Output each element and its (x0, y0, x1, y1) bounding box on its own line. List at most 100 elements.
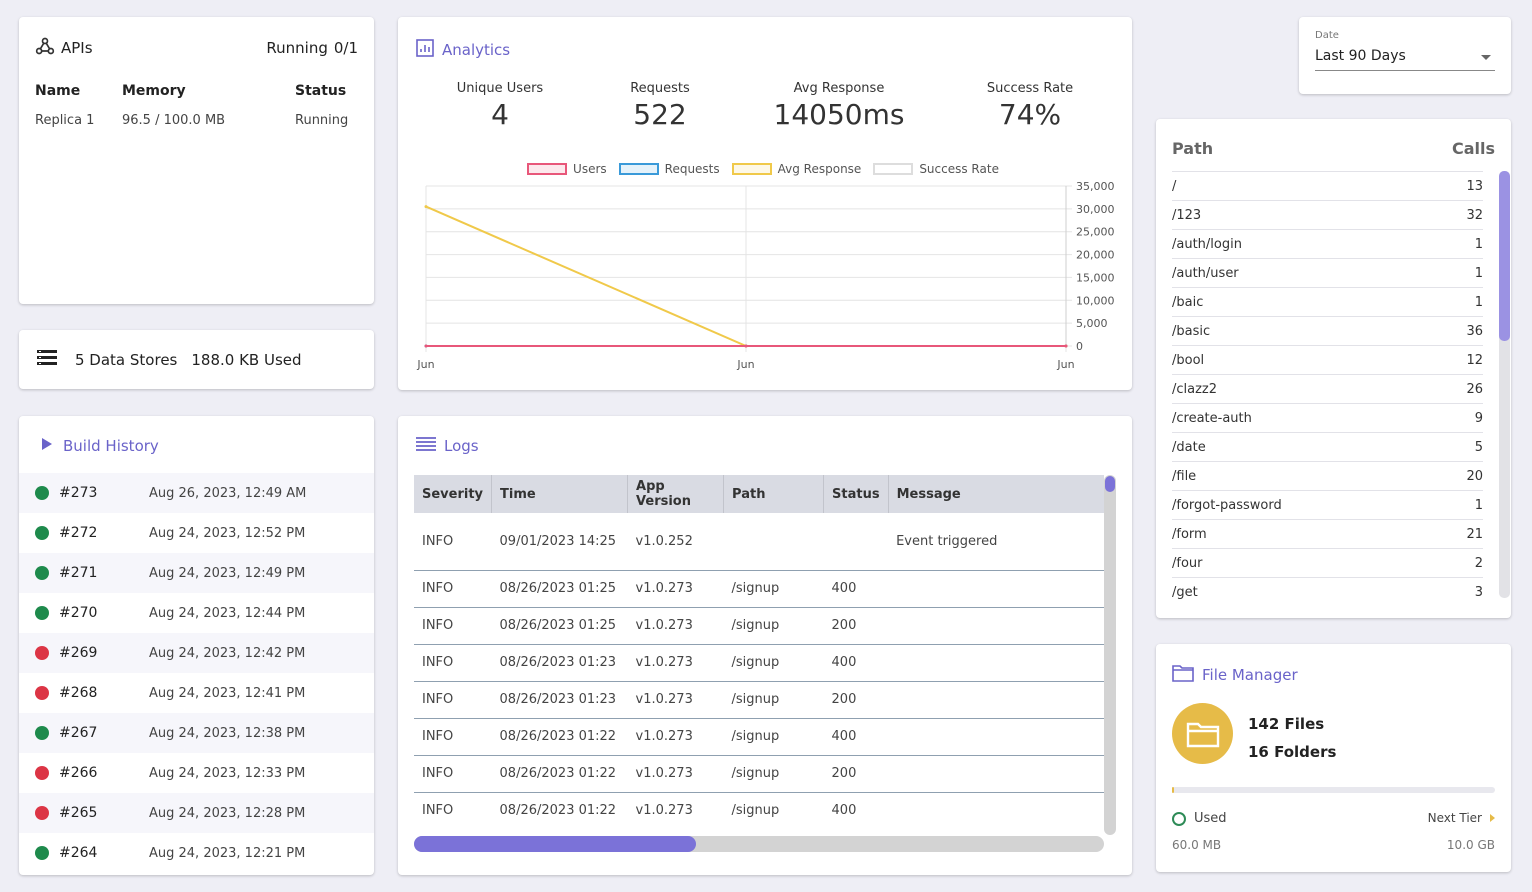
log-row[interactable]: INFO 08/26/2023 01:22 v1.0.273/signup 200 (414, 755, 1104, 793)
build-history-row[interactable]: #268 Aug 24, 2023, 12:41 PM (19, 673, 374, 713)
build-status-dot (35, 526, 49, 540)
build-history-header[interactable]: Build History (41, 437, 159, 455)
log-row[interactable]: INFO 08/26/2023 01:25 v1.0.273/signup 400 (414, 570, 1104, 608)
log-cell-path: /signup (723, 681, 824, 719)
path-row[interactable]: /form 21 (1172, 519, 1483, 548)
path-row[interactable]: /file 20 (1172, 461, 1483, 490)
build-history-row[interactable]: #272 Aug 24, 2023, 12:52 PM (19, 513, 374, 553)
next-tier-link[interactable]: Next Tier (1428, 811, 1495, 825)
path-row[interactable]: /get 3 (1172, 577, 1483, 606)
path-row[interactable]: /baic 1 (1172, 287, 1483, 316)
logs-vertical-scroll-thumb[interactable] (1105, 476, 1115, 492)
build-history-row[interactable]: #271 Aug 24, 2023, 12:49 PM (19, 553, 374, 593)
build-status-dot (35, 766, 49, 780)
build-history-row[interactable]: #269 Aug 24, 2023, 12:42 PM (19, 633, 374, 673)
data-stores-card[interactable]: 5 Data Stores 188.0 KB Used (19, 330, 374, 389)
logs-card: Logs Severity Time App Version Path Stat… (398, 416, 1132, 875)
stat-requests: Requests 522 (604, 81, 716, 131)
logs-col-message[interactable]: Message (888, 475, 1104, 513)
log-cell-path: /signup (723, 644, 824, 682)
path-row[interactable]: /forgot-password 1 (1172, 490, 1483, 519)
legend-item[interactable]: Success Rate (873, 162, 999, 176)
log-cell-version: v1.0.273 (627, 607, 724, 645)
chevron-down-icon[interactable] (1481, 55, 1491, 60)
path-name: /auth/login (1172, 236, 1242, 252)
log-cell-time: 08/26/2023 01:25 (491, 607, 628, 645)
build-date: Aug 24, 2023, 12:21 PM (149, 845, 306, 861)
build-history-row[interactable]: #264 Aug 24, 2023, 12:21 PM (19, 833, 374, 873)
data-stores-used: 188.0 KB Used (191, 350, 302, 369)
path-row[interactable]: /date 5 (1172, 432, 1483, 461)
logs-vertical-scrollbar[interactable] (1104, 475, 1116, 835)
logs-horizontal-scroll-thumb[interactable] (414, 836, 696, 852)
log-cell-message (888, 792, 1104, 829)
logs-title: Logs (444, 437, 479, 455)
next-tier-label: Next Tier (1427, 811, 1482, 825)
file-manager-header[interactable]: File Manager (1172, 664, 1298, 686)
folder-outline-icon (1172, 664, 1194, 686)
y-tick-label: 30,000 (1076, 203, 1115, 216)
file-manager-title: File Manager (1202, 666, 1298, 684)
build-history-row[interactable]: #267 Aug 24, 2023, 12:38 PM (19, 713, 374, 753)
path-row[interactable]: / 13 (1172, 171, 1483, 200)
paths-scrollbar[interactable] (1499, 171, 1510, 598)
build-history-title: Build History (63, 437, 159, 455)
paths-card: Path Calls /13/123 32/auth/login 1/auth/us… (1156, 119, 1511, 618)
data-point (744, 344, 748, 348)
log-cell-path: /signup (723, 718, 824, 756)
log-cell-severity: INFO (414, 792, 492, 829)
build-history-row[interactable]: #265 Aug 24, 2023, 12:28 PM (19, 793, 374, 833)
circle-icon (1172, 811, 1186, 826)
logs-col-status[interactable]: Status (823, 475, 889, 513)
log-row[interactable]: INFO 08/26/2023 01:22 v1.0.273/signup 400 (414, 792, 1104, 829)
build-date: Aug 24, 2023, 12:38 PM (149, 725, 306, 741)
apis-table: Name Memory Status Replica 1 96.5 / 100.… (35, 83, 358, 128)
path-row[interactable]: /four 2 (1172, 548, 1483, 577)
logs-col-severity[interactable]: Severity (414, 475, 493, 513)
path-calls: 5 (1474, 439, 1483, 455)
apis-row-status: Running (295, 113, 349, 128)
stat-label: Unique Users (456, 81, 544, 96)
apis-col-memory: Memory (122, 83, 186, 99)
path-row[interactable]: /auth/login 1 (1172, 229, 1483, 258)
build-history-row[interactable]: #273 Aug 26, 2023, 12:49 AM (19, 473, 374, 513)
stat-label: Requests (630, 81, 690, 96)
logs-col-app-version[interactable]: App Version (627, 475, 725, 513)
storage-usage-bar (1172, 787, 1495, 793)
build-number: #267 (59, 725, 98, 741)
log-row[interactable]: INFO 08/26/2023 01:25 v1.0.273/signup 200 (414, 607, 1104, 645)
log-row[interactable]: INFO 09/01/2023 14:25 v1.0.252 Event trigge… (414, 513, 1104, 571)
apis-title: APIs (61, 39, 93, 57)
log-row[interactable]: INFO 08/26/2023 01:23 v1.0.273/signup 200 (414, 681, 1104, 719)
paths-col-calls: Calls (1451, 139, 1495, 158)
path-row[interactable]: /bool 12 (1172, 345, 1483, 374)
log-cell-path: /signup (723, 570, 824, 608)
path-calls: 26 (1466, 381, 1483, 397)
date-filter-underline (1315, 70, 1495, 71)
path-row[interactable]: /clazz2 26 (1172, 374, 1483, 403)
path-row[interactable]: /auth/user 1 (1172, 258, 1483, 287)
path-row[interactable]: /create-auth 9 (1172, 403, 1483, 432)
log-cell-path: /signup (723, 755, 824, 793)
logs-horizontal-scrollbar[interactable] (414, 836, 1104, 852)
log-cell-message (888, 644, 1104, 682)
path-row[interactable]: /123 32 (1172, 200, 1483, 229)
legend-item[interactable]: Users (527, 162, 607, 176)
build-history-row[interactable]: #270 Aug 24, 2023, 12:44 PM (19, 593, 374, 633)
log-row[interactable]: INFO 08/26/2023 01:22 v1.0.273/signup 400 (414, 718, 1104, 756)
path-row[interactable]: /basic 36 (1172, 316, 1483, 345)
paths-scroll-thumb[interactable] (1499, 171, 1510, 341)
legend-item[interactable]: Requests (618, 162, 720, 176)
build-history-row[interactable]: #266 Aug 24, 2023, 12:33 PM (19, 753, 374, 793)
logs-col-time[interactable]: Time (491, 475, 629, 513)
log-row[interactable]: INFO 08/26/2023 01:23 v1.0.273/signup 400 (414, 644, 1104, 682)
build-status-dot (35, 566, 49, 580)
file-count: 142 Files (1248, 715, 1325, 733)
paths-list: /13/123 32/auth/login 1/auth/user 1/baic 1/b… (1172, 171, 1483, 606)
log-cell-message (888, 718, 1104, 756)
log-cell-status: 400 (823, 718, 889, 756)
legend-item[interactable]: Avg Response (731, 162, 861, 176)
log-cell-severity: INFO (414, 607, 492, 645)
date-filter-select[interactable]: Last 90 Days (1315, 48, 1406, 64)
logs-col-path[interactable]: Path (723, 475, 825, 513)
